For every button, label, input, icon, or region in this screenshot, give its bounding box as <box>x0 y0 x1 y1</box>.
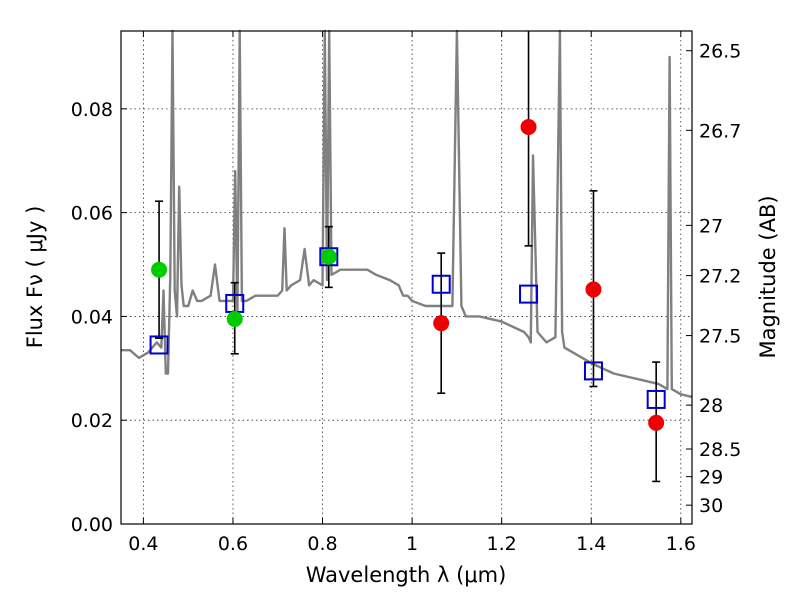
right-tick-label: 27.2 <box>699 266 741 288</box>
model-photometry-point <box>149 335 169 355</box>
model-photometry-point <box>431 274 451 294</box>
x-tick-label: 1.4 <box>576 533 606 555</box>
observed-point-green <box>320 248 337 265</box>
plot-background <box>121 31 692 524</box>
right-tick-label: 26.5 <box>699 41 741 63</box>
y-tick-label: 0.06 <box>71 203 113 225</box>
spectrum-layer <box>121 29 693 399</box>
x-tick-label: 1.6 <box>666 533 696 555</box>
right-tick-label: 30 <box>699 495 723 517</box>
x-tick-label: 0.6 <box>218 533 248 555</box>
right-tick-label: 26.7 <box>699 120 741 142</box>
observed-point-red <box>585 281 602 298</box>
tick-layer: 0.4 0.6 0.8 1 1.2 1.4 1.6 0.00 0.02 0.04 0.06 0.08 2… <box>71 31 741 555</box>
right-tick-label: 29 <box>699 467 723 489</box>
model-spectrum-line <box>121 29 693 399</box>
observed-point-red <box>648 414 665 431</box>
x-tick-label: 1 <box>406 533 418 555</box>
x-tick-label: 0.8 <box>307 533 337 555</box>
observed-point-green <box>226 311 243 328</box>
model-photometry-point <box>519 284 539 304</box>
y-tick-label: 0.08 <box>71 99 113 121</box>
observed-point-red <box>520 119 537 136</box>
y-axis-label: Flux Fν ( μJy ) <box>23 206 47 349</box>
right-tick-label: 28 <box>699 395 723 417</box>
right-tick-label: 27 <box>699 215 723 237</box>
grid-layer <box>121 31 692 525</box>
x-tick-label: 1.2 <box>487 533 517 555</box>
y-tick-label: 0.02 <box>71 410 113 432</box>
model-photometry-point <box>646 389 666 409</box>
x-axis-label: Wavelength λ (μm) <box>306 563 507 587</box>
right-tick-label: 27.5 <box>699 326 741 348</box>
y-tick-label: 0.04 <box>71 306 113 328</box>
y-tick-label: 0.00 <box>71 514 113 536</box>
model-photometry-point <box>583 361 603 381</box>
x-tick-label: 0.4 <box>128 533 158 555</box>
right-tick-label: 28.5 <box>699 439 741 461</box>
observed-point-green <box>151 261 168 278</box>
marker-layer <box>149 119 666 431</box>
y-right-axis-label: Magnitude (AB) <box>756 195 780 358</box>
observed-point-red <box>433 315 450 332</box>
plot-frame <box>120 30 693 525</box>
model-photometry-point <box>319 247 339 267</box>
